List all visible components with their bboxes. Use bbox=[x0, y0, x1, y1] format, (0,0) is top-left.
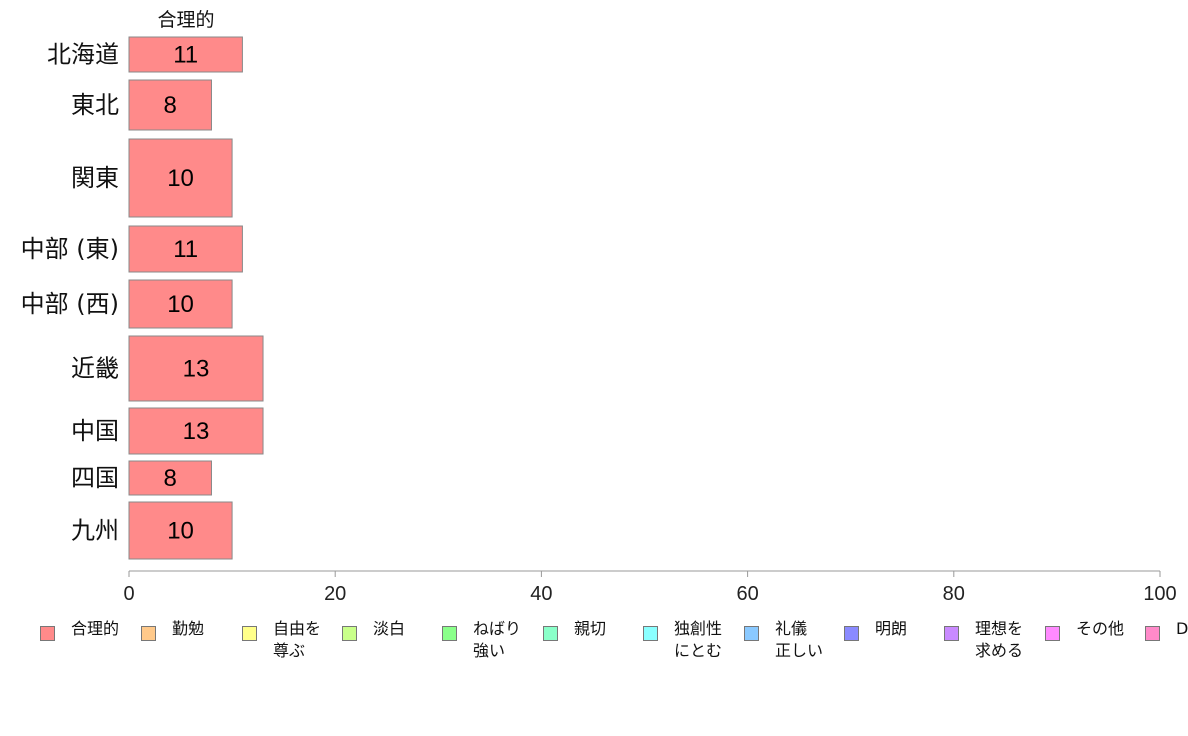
legend-item: 独創性 にとむ bbox=[643, 618, 722, 662]
legend-item: 明朗 bbox=[844, 618, 907, 641]
x-tick-label: 60 bbox=[736, 583, 758, 605]
bar bbox=[128, 407, 264, 455]
legend-item: 合理的 bbox=[40, 618, 119, 641]
legend-label: 自由を 尊ぶ bbox=[273, 619, 322, 660]
legend-label: 礼儀 正しい bbox=[775, 619, 824, 660]
x-tick-label: 20 bbox=[324, 583, 346, 605]
bar-value-label: 10 bbox=[167, 291, 194, 318]
category-label: 関東 bbox=[71, 164, 119, 192]
legend-swatch bbox=[242, 626, 257, 641]
legend-swatch bbox=[1145, 626, 1160, 641]
bar-chart: 合理的 11 北海道 8 東北 10 関東 11 中部 (東) 10 中部 (西) 13 近畿 13 中国 8… bbox=[21, 9, 1177, 605]
legend-label: 淡白 bbox=[373, 619, 406, 638]
legend-swatch bbox=[944, 626, 959, 641]
category-label: 九州 bbox=[71, 517, 119, 545]
bar bbox=[128, 279, 233, 329]
category-label: 近畿 bbox=[71, 355, 119, 383]
legend-item: 自由を 尊ぶ bbox=[242, 618, 321, 662]
category-label: 四国 bbox=[71, 464, 119, 492]
legend-item: 親切 bbox=[543, 618, 606, 641]
bar bbox=[128, 460, 212, 496]
bar-value-label: 11 bbox=[173, 42, 198, 69]
bar-value-label: 13 bbox=[183, 418, 210, 445]
bar bbox=[128, 335, 264, 402]
x-tick-label: 40 bbox=[530, 583, 552, 605]
bar bbox=[128, 501, 233, 560]
legend-label: 勤勉 bbox=[172, 619, 205, 638]
legend-label: その他 bbox=[1076, 619, 1125, 638]
legend-item: ねばり 強い bbox=[442, 618, 521, 662]
legend-swatch bbox=[442, 626, 457, 641]
legend-item: 礼儀 正しい bbox=[744, 618, 823, 662]
legend-item: 勤勉 bbox=[141, 618, 204, 641]
bar-value-label: 10 bbox=[167, 518, 194, 545]
category-label: 中国 bbox=[71, 417, 119, 445]
category-label: 中部 (東) bbox=[21, 235, 119, 263]
category-label: 東北 bbox=[71, 91, 119, 119]
legend-swatch bbox=[141, 626, 156, 641]
bar-value-label: 8 bbox=[164, 465, 177, 492]
x-tick-label: 80 bbox=[943, 583, 965, 605]
legend-swatch bbox=[844, 626, 859, 641]
legend: 合理的 勤勉 自由を 尊ぶ 淡白 ねばり 強い 親切 独創性 にとむ 礼儀 正しい 明朗 理想を … bbox=[0, 618, 1188, 668]
legend-item: 淡白 bbox=[342, 618, 405, 641]
legend-item: その他 bbox=[1045, 618, 1124, 641]
legend-label: 独創性 にとむ bbox=[674, 619, 723, 660]
bar-value-label: 13 bbox=[183, 356, 210, 383]
bar-value-label: 10 bbox=[167, 165, 194, 192]
legend-swatch bbox=[543, 626, 558, 641]
bar bbox=[128, 36, 243, 73]
legend-label: ねばり 強い bbox=[473, 619, 522, 660]
legend-label: 明朗 bbox=[875, 619, 908, 638]
legend-swatch bbox=[342, 626, 357, 641]
legend-label: 合理的 bbox=[71, 619, 120, 638]
bar-value-label: 8 bbox=[164, 92, 177, 119]
legend-item: D bbox=[1145, 618, 1188, 641]
category-label: 中部 (西) bbox=[21, 290, 119, 318]
legend-swatch bbox=[744, 626, 759, 641]
legend-item: 理想を 求める bbox=[944, 618, 1023, 662]
legend-label: 親切 bbox=[574, 619, 607, 638]
legend-swatch bbox=[40, 626, 55, 641]
bar bbox=[128, 225, 243, 273]
legend-swatch bbox=[643, 626, 658, 641]
legend-label: D bbox=[1176, 619, 1188, 638]
legend-swatch bbox=[1045, 626, 1060, 641]
bar bbox=[128, 138, 233, 218]
category-label: 北海道 bbox=[47, 41, 119, 69]
bar bbox=[128, 79, 212, 131]
legend-label: 理想を 求める bbox=[975, 619, 1024, 660]
series-title: 合理的 bbox=[157, 9, 214, 31]
x-tick-label: 0 bbox=[123, 583, 134, 605]
x-tick-label: 100 bbox=[1143, 583, 1176, 605]
bar-value-label: 11 bbox=[173, 236, 198, 263]
